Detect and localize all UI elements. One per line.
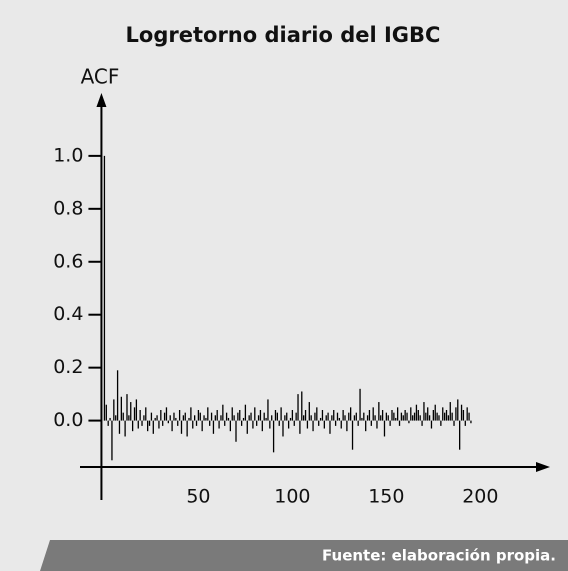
source: Fuente: elaboración propia. bbox=[322, 547, 556, 565]
y-axis-arrow bbox=[96, 93, 107, 107]
x-tick-label: 100 bbox=[274, 486, 310, 508]
y-tick-label: 0.2 bbox=[53, 356, 83, 378]
y-tick-label: 0.0 bbox=[53, 409, 83, 431]
y-tick-label: 1.0 bbox=[53, 144, 83, 166]
source-band bbox=[40, 540, 568, 571]
y-axis-label: ACF bbox=[81, 65, 120, 89]
y-tick-label: 0.4 bbox=[53, 303, 83, 325]
x-tick-label: 50 bbox=[186, 486, 210, 508]
x-tick-label: 150 bbox=[368, 486, 404, 508]
plot: 0.0 0.2 0.4 0.6 0.8 1.0 50 100 150 200 bbox=[53, 93, 550, 508]
chart-title: Logretorno diario del IGBC bbox=[126, 23, 441, 47]
y-tick-label: 0.8 bbox=[53, 197, 83, 219]
x-tick-label: 200 bbox=[462, 486, 498, 508]
y-tick-label: 0.6 bbox=[53, 250, 83, 272]
x-axis-arrow bbox=[536, 462, 550, 472]
